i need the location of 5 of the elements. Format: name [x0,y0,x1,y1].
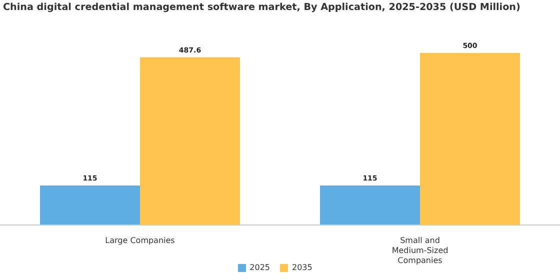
x-tick-label: Small and Medium-Sized Companies [392,236,448,265]
legend-label: 2035 [292,263,312,272]
x-tick-label: Large Companies [105,236,175,245]
chart-title: China digital credential management software market, By Application, 2025-2035 (USD Million) [3,2,520,13]
legend-label: 2025 [250,263,270,272]
